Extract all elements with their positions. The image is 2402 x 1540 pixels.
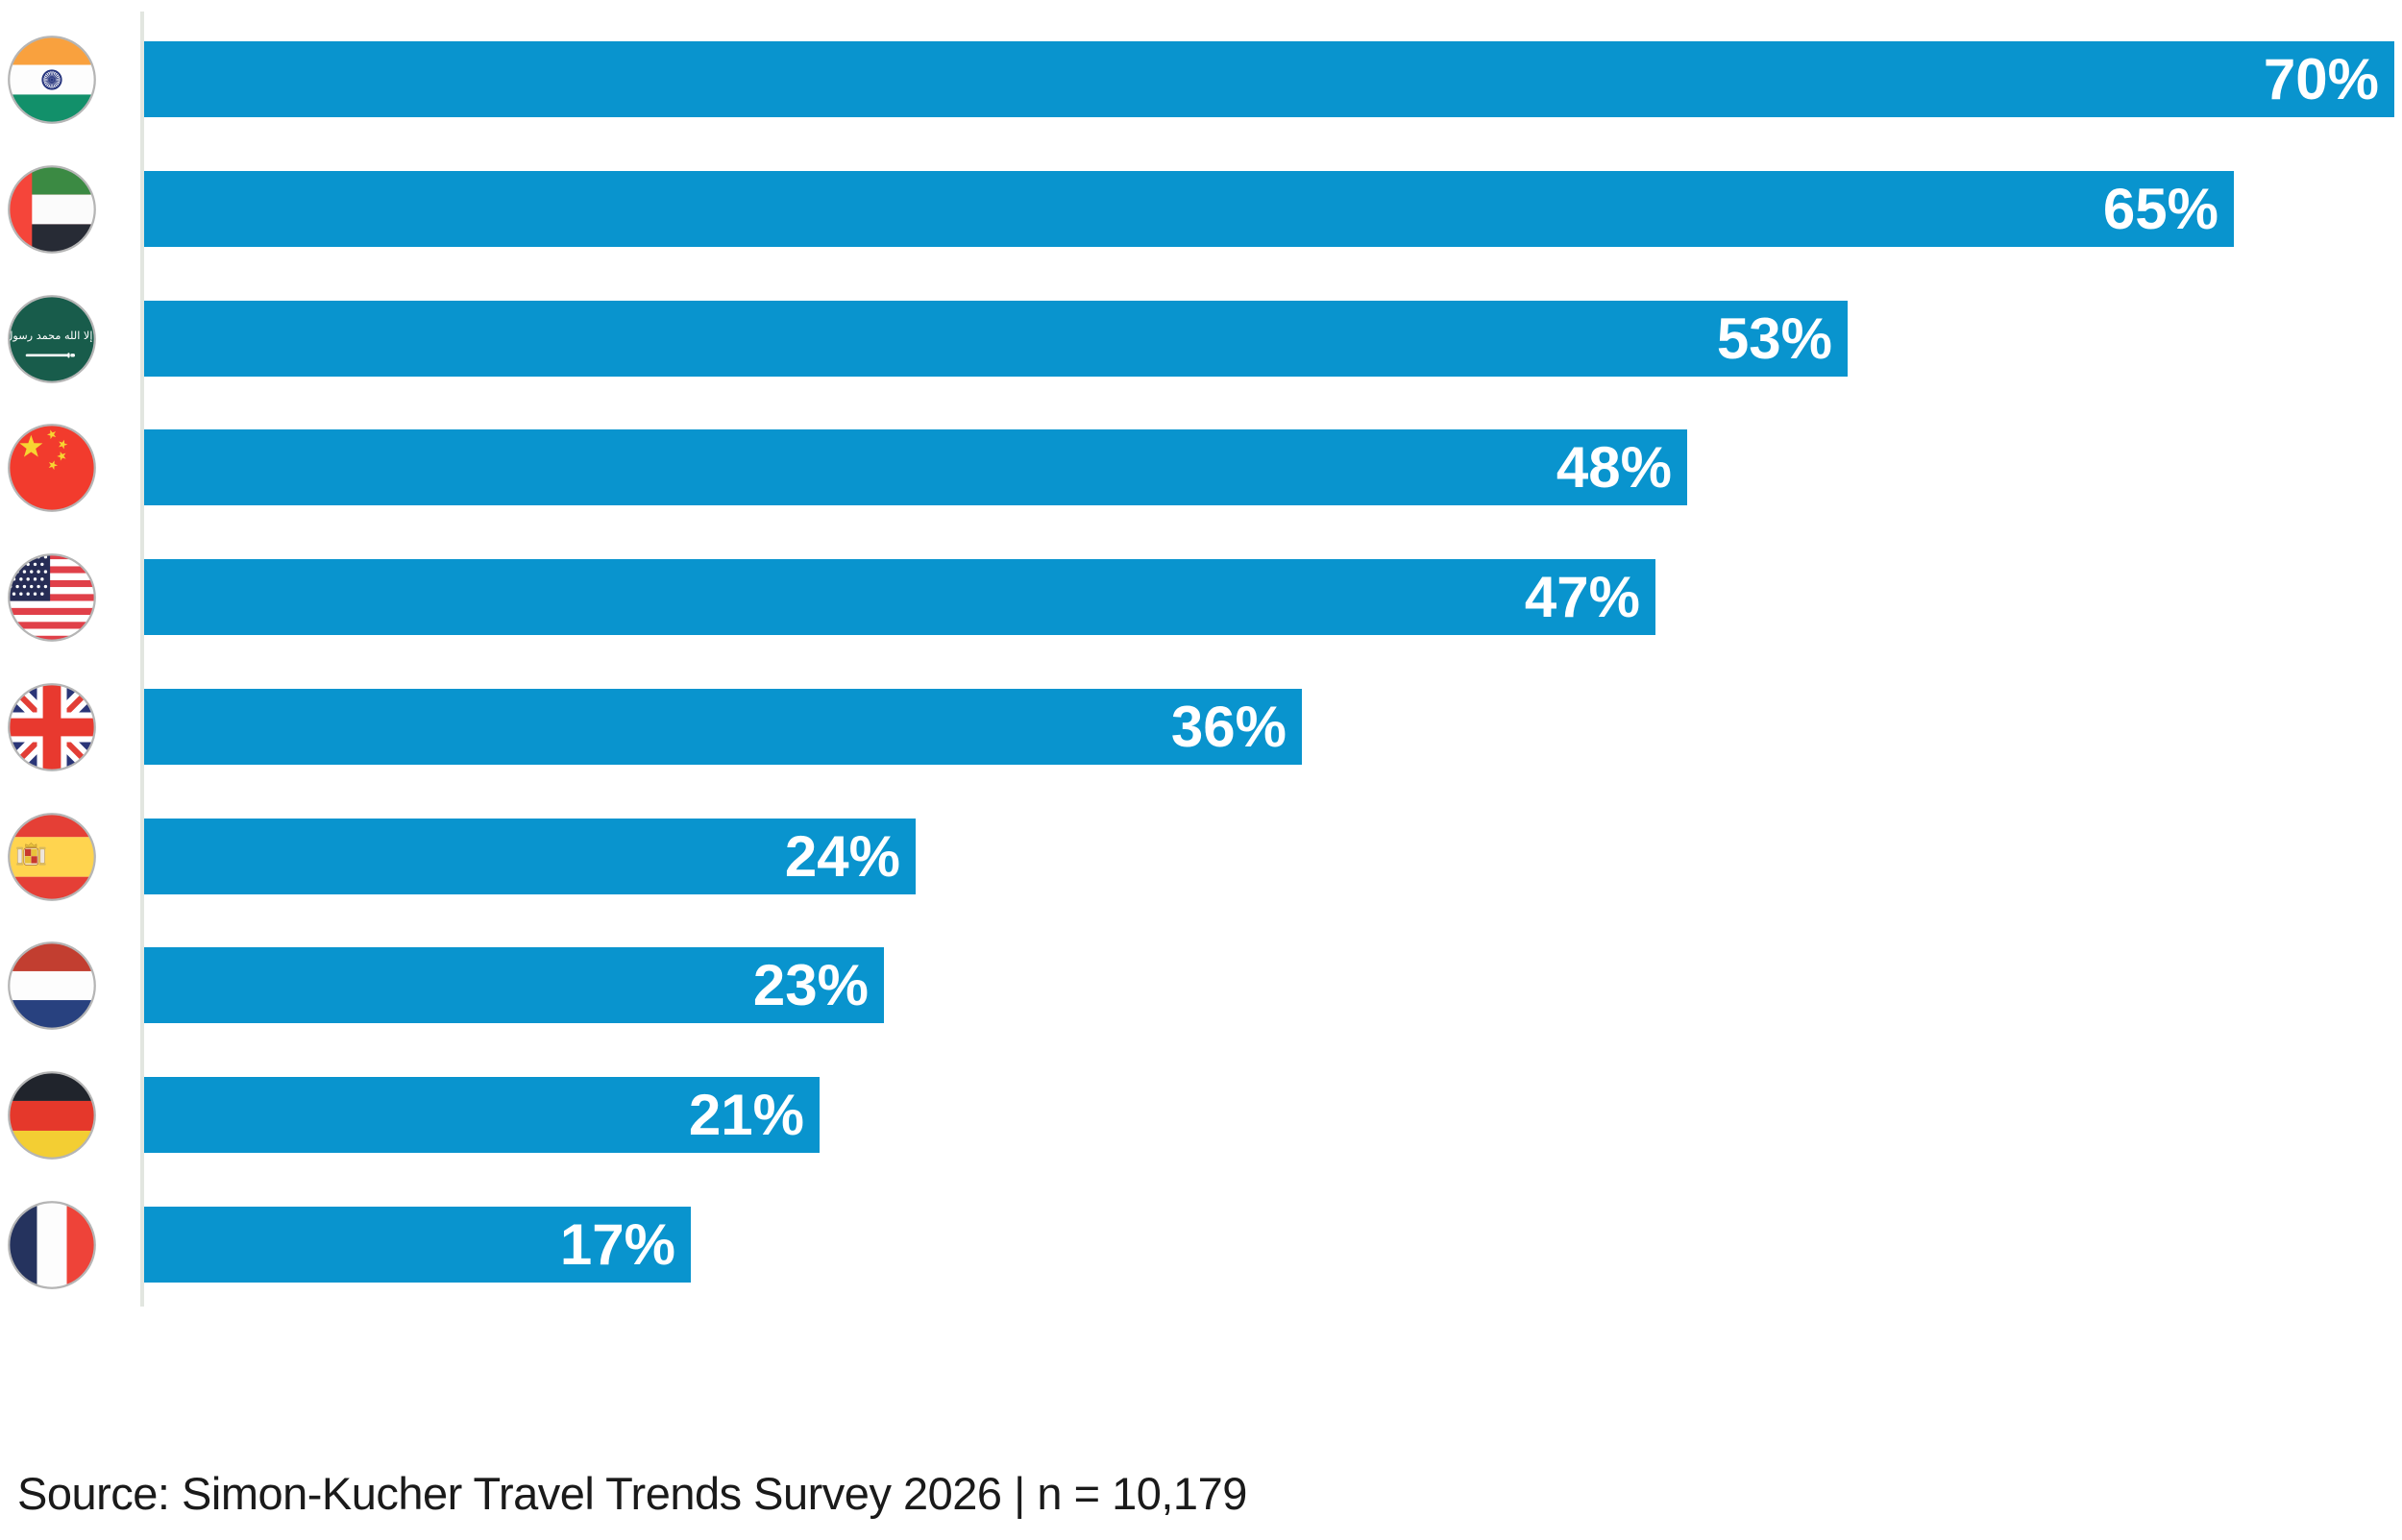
bar-value-label: 48% [1556,434,1672,500]
bar-value-label: 17% [559,1211,675,1277]
flag-usa-icon [7,552,97,643]
bar-value-label: 53% [1716,306,1832,371]
source-note: Source: Simon-Kucher Travel Trends Surve… [17,1468,1247,1519]
bar-india: 70% [144,41,2394,117]
bar-value-label: 70% [2263,46,2379,111]
bar-france: 17% [144,1207,691,1283]
flag-france-icon [7,1200,97,1290]
bar-row-spain: 24% [0,813,2402,901]
flag-india-icon [7,35,97,125]
flag-saudi-arabia-icon: لا إله إلا الله محمد رسول الله [7,294,97,384]
svg-text:لا إله إلا الله محمد رسول الله: لا إله إلا الله محمد رسول الله [7,330,97,343]
bar-value-label: 24% [784,823,900,889]
bar-saudi-arabia: 53% [144,301,1848,377]
flag-netherlands-icon [7,941,97,1031]
bar-row-united-arab-emirates: 65% [0,165,2402,254]
bar-united-states: 47% [144,559,1655,635]
y-axis-line [140,12,144,1307]
bar-value-label: 47% [1524,564,1640,629]
bar-value-label: 23% [752,952,869,1017]
bar-united-kingdom: 36% [144,689,1302,765]
bar-row-united-states: 47% [0,553,2402,642]
bar-china: 48% [144,429,1687,505]
flag-uk-icon [7,682,97,772]
bar-row-india: 70% [0,36,2402,124]
flag-spain-icon [7,812,97,902]
bar-row-china: 48% [0,424,2402,512]
bar-row-germany: 21% [0,1071,2402,1160]
bar-row-saudi-arabia: لا إله إلا الله محمد رسول الله 53% [0,295,2402,383]
bar-value-label: 65% [2102,176,2218,241]
bar-row-united-kingdom: 36% [0,683,2402,771]
bar-germany: 21% [144,1077,820,1153]
bar-value-label: 21% [688,1082,804,1147]
bar-value-label: 36% [1170,694,1287,759]
bar-row-france: 17% [0,1201,2402,1289]
flag-germany-icon [7,1070,97,1161]
bar-row-netherlands: 23% [0,941,2402,1030]
bar-united-arab-emirates: 65% [144,171,2234,247]
flag-china-icon [7,423,97,513]
bar-spain: 24% [144,819,916,894]
bar-netherlands: 23% [144,947,884,1023]
flag-uae-icon [7,164,97,255]
